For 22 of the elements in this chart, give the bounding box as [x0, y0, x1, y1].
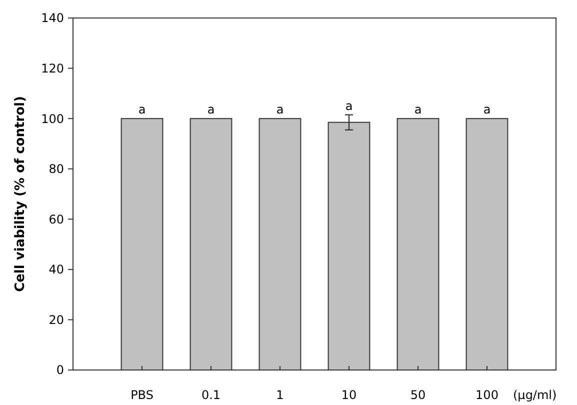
x-axis-title: (μg/ml)	[513, 388, 557, 402]
y-tick-label: 60	[48, 212, 64, 226]
annotation: a	[207, 102, 215, 117]
y-tick-label: 80	[48, 162, 64, 176]
annotation: a	[345, 98, 353, 113]
annotation: a	[276, 102, 284, 117]
annotation: a	[483, 102, 491, 117]
y-tick-label: 100	[41, 112, 64, 126]
y-tick-label: 40	[48, 262, 64, 277]
y-tick-label: 120	[41, 61, 64, 76]
annotation: a	[138, 102, 146, 117]
x-tick-label: 10	[341, 388, 357, 402]
x-tick-label: 50	[410, 388, 426, 402]
y-axis-title: Cell viability (% of control)	[13, 96, 28, 292]
x-tick-label: 100	[476, 388, 498, 402]
y-tick-label: 0	[56, 363, 64, 378]
annotation: a	[414, 102, 422, 117]
x-tick-label: PBS	[130, 388, 154, 402]
x-tick-label: 1	[276, 388, 284, 402]
x-tick-label: 0.1	[201, 388, 221, 402]
y-tick-label: 20	[48, 312, 64, 327]
y-tick-label: 140	[41, 11, 64, 26]
